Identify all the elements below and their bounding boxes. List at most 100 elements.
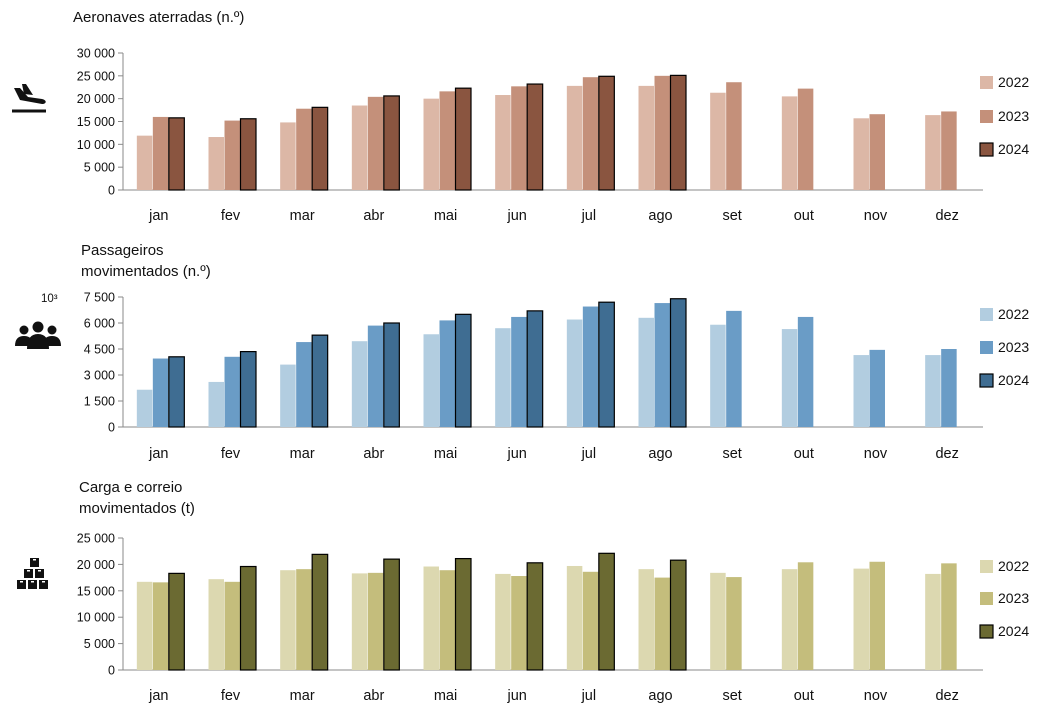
legend-swatch-2023 bbox=[980, 110, 993, 123]
bar-2022-dez bbox=[925, 355, 941, 427]
bar-2023-dez bbox=[941, 563, 957, 670]
bar-2023-fev bbox=[224, 581, 240, 670]
bar-2024-mar bbox=[311, 553, 329, 671]
bar-2023-jan bbox=[152, 358, 169, 427]
x-category-label: dez bbox=[935, 446, 958, 462]
bar-2022-abr bbox=[351, 105, 368, 190]
y-tick-label: 5 000 bbox=[84, 161, 115, 175]
y-tick-label: 5 000 bbox=[84, 637, 115, 651]
y-tick-label: 15 000 bbox=[77, 115, 115, 129]
bar-2022-jul bbox=[566, 565, 583, 670]
bar-2024-ago bbox=[669, 298, 687, 428]
airplane-landing-icon bbox=[12, 84, 46, 113]
legend-swatch-2023 bbox=[980, 341, 993, 354]
bar-2023-nov bbox=[869, 561, 885, 670]
x-category-label: jun bbox=[506, 208, 526, 224]
bar-2022-nov bbox=[853, 355, 869, 427]
legend-label-2022: 2022 bbox=[998, 306, 1029, 322]
bar-2024-fev bbox=[239, 351, 257, 428]
bar-2023-jun bbox=[511, 316, 527, 427]
y-tick-label: 1 500 bbox=[84, 395, 115, 409]
bar-2023-ago bbox=[654, 303, 670, 427]
x-category-label: abr bbox=[363, 446, 384, 462]
legend-label-2024: 2024 bbox=[998, 623, 1029, 639]
bar-2022-out bbox=[781, 569, 798, 670]
bar-2024-jun bbox=[526, 83, 544, 191]
bar-2024-abr bbox=[383, 95, 400, 191]
bar-2024-ago bbox=[669, 559, 687, 671]
x-category-label: set bbox=[722, 688, 741, 704]
bar-2024-mai bbox=[454, 557, 472, 671]
bar-2023-abr bbox=[367, 572, 384, 670]
x-category-label: mar bbox=[290, 688, 315, 704]
bar-2023-jul bbox=[582, 306, 599, 427]
bar-2022-out bbox=[781, 96, 798, 190]
x-category-label: jul bbox=[581, 688, 597, 704]
bar-2022-mai bbox=[423, 334, 439, 427]
x-category-label: mar bbox=[290, 446, 315, 462]
bar-2022-mar bbox=[280, 364, 296, 427]
legend-label-2023: 2023 bbox=[998, 590, 1029, 606]
bar-2022-mai bbox=[423, 98, 439, 190]
y-tick-label: 6 000 bbox=[84, 317, 115, 331]
legend-label-2023: 2023 bbox=[998, 339, 1029, 355]
x-category-label: dez bbox=[935, 208, 958, 224]
bar-2024-jan bbox=[168, 356, 185, 428]
legend-swatch-2022 bbox=[980, 560, 993, 573]
cargo-boxes-icon bbox=[17, 558, 48, 589]
bar-2022-jun bbox=[495, 573, 511, 670]
bar-2023-out bbox=[797, 88, 814, 190]
bar-2023-jul bbox=[582, 77, 599, 190]
y-tick-label: 20 000 bbox=[77, 558, 115, 572]
y-tick-label: 0 bbox=[108, 664, 115, 678]
x-category-label: mai bbox=[434, 446, 457, 462]
bar-2022-jan bbox=[136, 581, 153, 670]
bar-2023-mai bbox=[439, 570, 455, 670]
x-category-label: fev bbox=[221, 688, 241, 704]
bar-2023-abr bbox=[367, 325, 384, 427]
x-category-label: jun bbox=[506, 688, 526, 704]
bar-2022-mar bbox=[280, 122, 296, 190]
landed-aircraft-chart: Aeronaves aterradas (n.º) 0 5 000 10 000 15… bbox=[12, 9, 1029, 224]
bar-2023-jan bbox=[152, 582, 169, 670]
bar-2024-fev bbox=[239, 565, 257, 671]
bar-2022-fev bbox=[208, 137, 224, 190]
legend-label-2022: 2022 bbox=[998, 74, 1029, 90]
legend-swatch-2022 bbox=[980, 308, 993, 321]
bar-2022-jul bbox=[566, 85, 583, 190]
bar-2024-abr bbox=[383, 558, 400, 671]
bar-2024-jul bbox=[598, 552, 615, 671]
x-category-label: jul bbox=[581, 208, 597, 224]
y-tick-label: 10 000 bbox=[77, 611, 115, 625]
bar-2023-nov bbox=[869, 349, 885, 427]
y-tick-label: 7 500 bbox=[84, 291, 115, 305]
y-tick-label: 3 000 bbox=[84, 369, 115, 383]
bar-2022-abr bbox=[351, 341, 368, 427]
legend-swatch-2022 bbox=[980, 76, 993, 89]
bar-2023-ago bbox=[654, 577, 670, 670]
bar-2022-set bbox=[710, 572, 726, 670]
chart-title-line-1: Aeronaves aterradas (n.º) bbox=[73, 9, 244, 26]
chart-title-line-1: Passageiros bbox=[81, 242, 164, 259]
bar-2022-dez bbox=[925, 115, 941, 190]
x-category-label: mai bbox=[434, 688, 457, 704]
bar-2022-ago bbox=[638, 569, 654, 670]
bar-2023-fev bbox=[224, 120, 240, 190]
bar-2022-ago bbox=[638, 317, 654, 427]
passengers-chart: Passageiros movimentados (n.º) 10³ 0 1 50… bbox=[15, 242, 1029, 462]
bar-2024-mar bbox=[311, 106, 329, 191]
bar-2022-jan bbox=[136, 389, 153, 427]
y-tick-label: 20 000 bbox=[77, 92, 115, 106]
y-tick-label: 4 500 bbox=[84, 343, 115, 357]
bar-2023-set bbox=[726, 577, 742, 670]
bar-2023-nov bbox=[869, 114, 885, 190]
bar-2023-jan bbox=[152, 116, 169, 190]
bar-2024-jun bbox=[526, 310, 544, 428]
x-category-label: out bbox=[794, 688, 814, 704]
legend-label-2024: 2024 bbox=[998, 141, 1029, 157]
bar-2022-fev bbox=[208, 579, 224, 670]
bar-2022-jan bbox=[136, 135, 153, 190]
y-tick-label: 25 000 bbox=[77, 532, 115, 546]
x-category-label: jul bbox=[581, 446, 597, 462]
x-category-label: dez bbox=[935, 688, 958, 704]
